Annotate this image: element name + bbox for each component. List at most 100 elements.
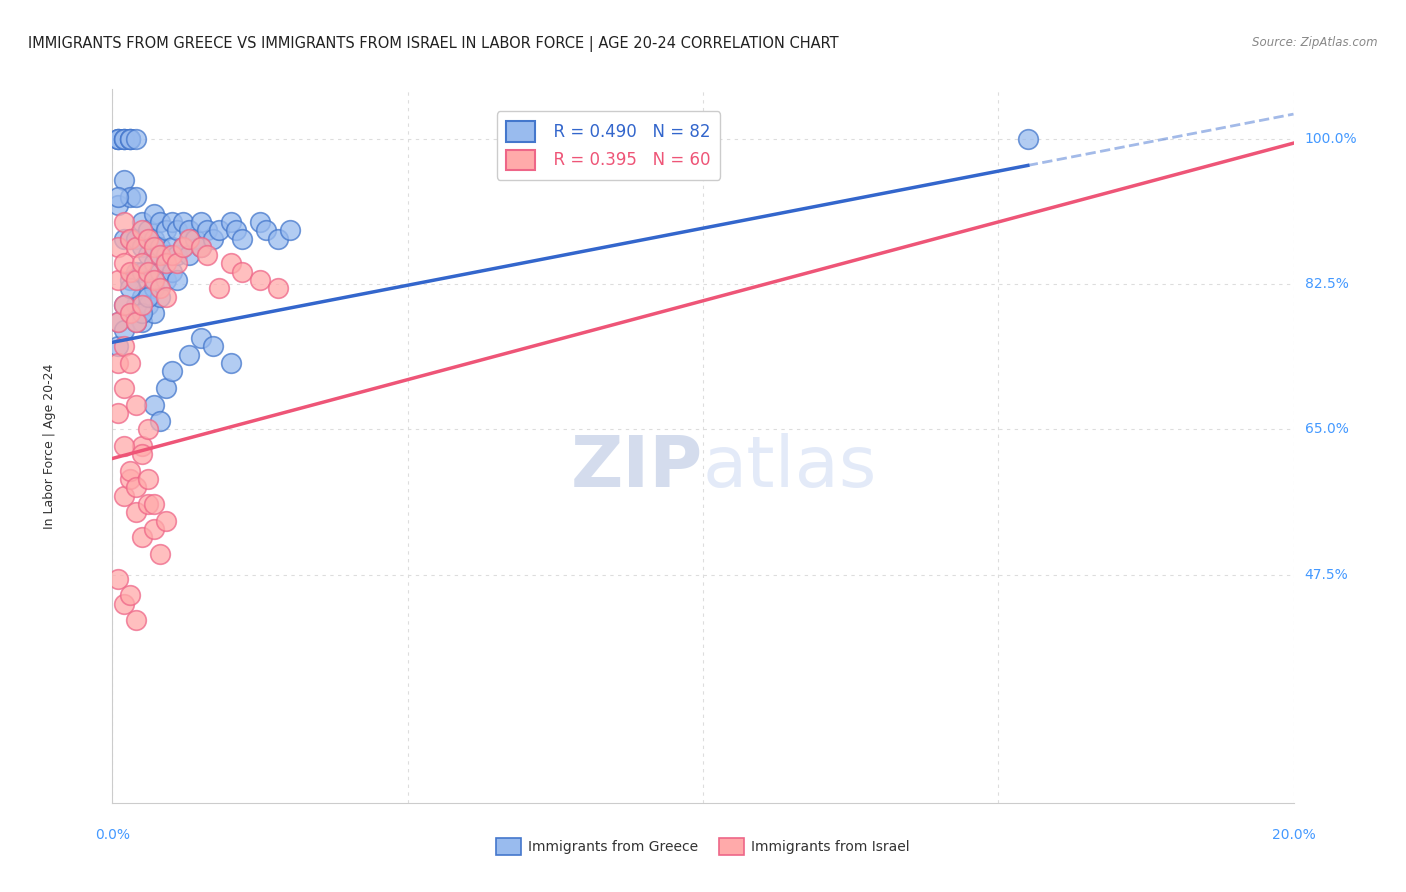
Text: 47.5%: 47.5%	[1305, 567, 1348, 582]
Point	[149, 414, 172, 428]
Point	[112, 381, 135, 395]
Text: Source: ZipAtlas.com: Source: ZipAtlas.com	[1253, 36, 1378, 49]
Point	[166, 223, 188, 237]
Point	[120, 132, 142, 146]
Point	[112, 489, 135, 503]
Text: 100.0%: 100.0%	[1305, 132, 1357, 146]
Point	[112, 339, 135, 353]
Point	[149, 215, 172, 229]
Point	[249, 273, 271, 287]
Point	[107, 339, 129, 353]
Point	[107, 406, 129, 420]
Point	[267, 231, 290, 245]
Point	[142, 497, 165, 511]
Point	[112, 132, 135, 146]
Point	[160, 248, 183, 262]
Point	[107, 132, 129, 146]
Point	[131, 447, 153, 461]
Point	[155, 248, 177, 262]
Point	[107, 314, 129, 328]
Point	[125, 314, 148, 328]
Point	[231, 231, 253, 245]
Point	[131, 265, 153, 279]
Point	[179, 248, 201, 262]
Point	[125, 298, 148, 312]
Point	[179, 223, 201, 237]
Point	[131, 439, 153, 453]
Text: 82.5%: 82.5%	[1305, 277, 1348, 291]
Point	[112, 132, 135, 146]
Point	[190, 240, 212, 254]
Point	[136, 223, 159, 237]
Point	[125, 505, 148, 519]
Point	[142, 256, 165, 270]
Point	[136, 231, 159, 245]
Point	[107, 314, 129, 328]
Text: ZIP: ZIP	[571, 433, 703, 502]
Point	[112, 439, 135, 453]
Point	[131, 298, 153, 312]
Point	[112, 298, 135, 312]
Point	[136, 472, 159, 486]
Legend: Immigrants from Greece, Immigrants from Israel: Immigrants from Greece, Immigrants from …	[491, 833, 915, 860]
Point	[142, 273, 165, 287]
Point	[179, 348, 201, 362]
Point	[136, 422, 159, 436]
Point	[149, 248, 172, 262]
Point	[190, 240, 212, 254]
Point	[125, 132, 148, 146]
Point	[125, 613, 148, 627]
Point	[172, 240, 194, 254]
Point	[225, 223, 247, 237]
Point	[166, 248, 188, 262]
Point	[190, 215, 212, 229]
Point	[195, 248, 218, 262]
Text: In Labor Force | Age 20-24: In Labor Force | Age 20-24	[44, 363, 56, 529]
Point	[120, 464, 142, 478]
Point	[267, 281, 290, 295]
Point	[136, 265, 159, 279]
Point	[142, 207, 165, 221]
Point	[136, 298, 159, 312]
Point	[201, 339, 224, 353]
Point	[112, 231, 135, 245]
Point	[131, 290, 153, 304]
Point	[120, 356, 142, 370]
Point	[125, 397, 148, 411]
Text: 20.0%: 20.0%	[1271, 828, 1316, 842]
Point	[107, 198, 129, 212]
Point	[160, 215, 183, 229]
Point	[131, 306, 153, 320]
Point	[208, 281, 231, 295]
Point	[219, 256, 242, 270]
Point	[142, 240, 165, 254]
Text: atlas: atlas	[703, 433, 877, 502]
Point	[107, 356, 129, 370]
Point	[120, 472, 142, 486]
Point	[160, 364, 183, 378]
Point	[125, 265, 148, 279]
Point	[112, 597, 135, 611]
Point	[120, 588, 142, 602]
Point	[142, 281, 165, 295]
Point	[136, 273, 159, 287]
Point	[131, 215, 153, 229]
Point	[142, 397, 165, 411]
Point	[149, 265, 172, 279]
Point	[142, 522, 165, 536]
Point	[112, 298, 135, 312]
Point	[155, 223, 177, 237]
Point	[155, 381, 177, 395]
Point	[120, 281, 142, 295]
Point	[112, 215, 135, 229]
Text: 65.0%: 65.0%	[1305, 423, 1348, 436]
Point	[278, 223, 301, 237]
Point	[131, 256, 153, 270]
Point	[131, 314, 153, 328]
Point	[112, 256, 135, 270]
Point	[125, 231, 148, 245]
Point	[155, 273, 177, 287]
Point	[131, 240, 153, 254]
Point	[155, 256, 177, 270]
Point	[120, 231, 142, 245]
